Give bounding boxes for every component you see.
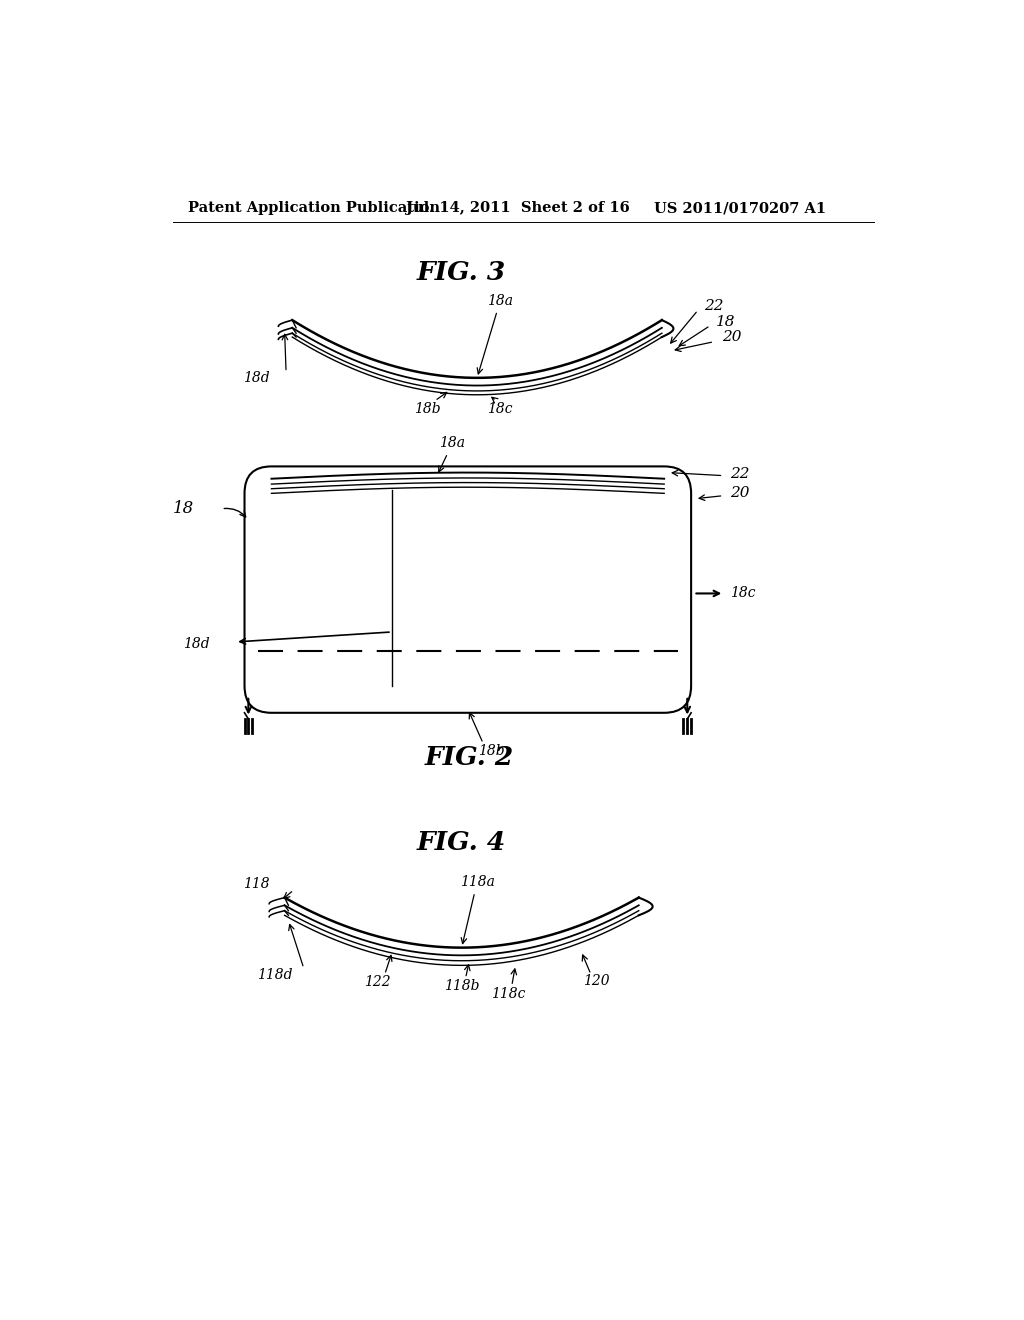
Text: 118c: 118c [490, 987, 525, 1001]
Text: 18b: 18b [477, 744, 504, 758]
Text: 18: 18 [173, 500, 195, 517]
Text: 20: 20 [730, 486, 750, 500]
Text: 120: 120 [583, 974, 609, 987]
Text: 118a: 118a [460, 875, 495, 944]
Text: 18d: 18d [183, 636, 210, 651]
Text: 18c: 18c [487, 401, 513, 416]
Text: 18a: 18a [438, 437, 466, 471]
Text: 20: 20 [722, 330, 741, 345]
Text: 118: 118 [243, 876, 269, 891]
Text: 18c: 18c [730, 586, 755, 601]
Text: FIG. 4: FIG. 4 [417, 830, 506, 854]
Text: 122: 122 [364, 975, 390, 989]
Text: 18d: 18d [243, 371, 269, 385]
Text: 18b: 18b [414, 401, 440, 416]
Text: FIG. 3: FIG. 3 [417, 260, 506, 285]
Text: Jul. 14, 2011  Sheet 2 of 16: Jul. 14, 2011 Sheet 2 of 16 [407, 202, 630, 215]
Text: US 2011/0170207 A1: US 2011/0170207 A1 [654, 202, 826, 215]
Text: 118d: 118d [257, 968, 292, 982]
Text: 22: 22 [730, 467, 750, 480]
Text: FIG. 2: FIG. 2 [425, 744, 514, 770]
Text: 22: 22 [705, 300, 724, 313]
Text: 118b: 118b [444, 979, 479, 993]
Text: 18a: 18a [477, 294, 513, 374]
Text: 18: 18 [716, 315, 735, 330]
Text: Patent Application Publication: Patent Application Publication [188, 202, 440, 215]
